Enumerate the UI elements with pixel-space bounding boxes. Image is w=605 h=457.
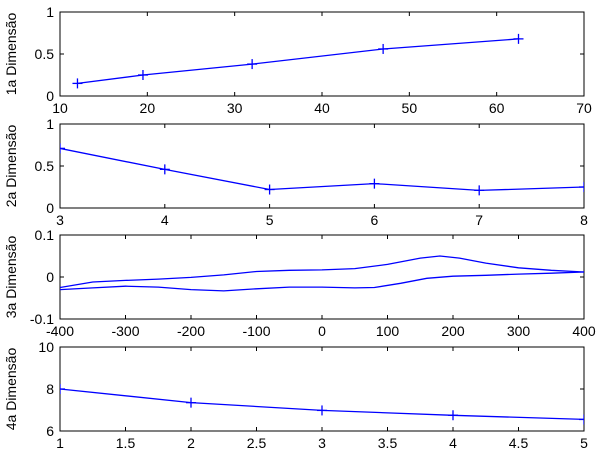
data-point-marker — [513, 33, 524, 44]
x-tick-label: 2.5 — [247, 435, 267, 451]
y-tick-label: 0 — [46, 269, 54, 285]
x-tick-label: 0 — [318, 323, 326, 339]
y-axis-label: 3a Dimensão — [3, 236, 19, 319]
y-axis-label: 1a Dimensão — [3, 13, 19, 96]
x-tick-label: 5 — [266, 212, 274, 228]
x-tick-label: 7 — [475, 212, 483, 228]
x-tick-label: -300 — [111, 323, 139, 339]
data-point-marker — [137, 70, 148, 80]
y-tick-label: 0 — [46, 200, 54, 216]
x-tick-label: 8 — [580, 212, 588, 228]
y-tick-label: 0.5 — [35, 46, 55, 62]
x-tick-label: 1 — [56, 435, 64, 451]
axes-frame — [59, 123, 585, 209]
data-point-marker — [579, 182, 584, 192]
data-point-marker — [448, 410, 458, 421]
y-tick-label: 1 — [46, 4, 54, 20]
y-tick-label: -0.1 — [30, 311, 54, 327]
subplot-2: 3 4 5 6 7 8 0 0.5 1 2a Dimensão — [3, 116, 588, 228]
x-tick-label: 3 — [318, 435, 326, 451]
x-tick-label: 3.5 — [378, 435, 398, 451]
data-point-marker — [60, 384, 65, 394]
y-tick-label: 1 — [46, 116, 54, 132]
axes-frame — [59, 11, 585, 97]
subplot-3: -400 -300 -200 -100 0 100 200 300 400 -0.1 0 0.1 3a … — [3, 227, 596, 339]
plot-area — [60, 255, 584, 292]
x-tick-label: 2 — [187, 435, 195, 451]
y-tick-label: 0.5 — [35, 158, 55, 174]
data-point-marker — [378, 43, 389, 54]
x-tick-label: 4 — [449, 435, 457, 451]
x-tick-label: -400 — [46, 323, 74, 339]
x-tick-label: -100 — [242, 323, 270, 339]
series-line-1 — [60, 255, 584, 289]
data-point-marker — [369, 178, 380, 189]
x-tick-label: 400 — [572, 323, 596, 339]
x-tick-label: 300 — [507, 323, 531, 339]
y-tick-label: 8 — [46, 381, 54, 397]
series-line-1 — [60, 147, 584, 192]
y-tick-label: 10 — [38, 339, 54, 355]
x-tick-label: 60 — [489, 100, 505, 116]
data-point-marker — [474, 185, 485, 196]
y-tick-label: 0.1 — [35, 227, 55, 243]
data-point-marker — [317, 405, 327, 416]
plot-area — [60, 143, 584, 196]
x-tick-label: 200 — [441, 323, 465, 339]
data-point-marker — [264, 184, 275, 195]
x-tick-label: 10 — [52, 100, 68, 116]
data-point-marker — [72, 78, 83, 89]
x-tick-label: 30 — [227, 100, 243, 116]
x-tick-label: 70 — [576, 100, 592, 116]
x-tick-label: -200 — [177, 323, 205, 339]
subplot-4: 1 1.5 2 2.5 3 3.5 4 4.5 5 6 8 10 4a Dimensão — [3, 339, 588, 451]
x-tick-label: 100 — [376, 323, 400, 339]
subplot-1: 10 20 30 40 50 60 70 0 0.5 1 1a Dimensão — [3, 4, 592, 116]
x-tick-label: 50 — [402, 100, 418, 116]
data-point-marker — [247, 59, 258, 70]
x-tick-label: 5 — [580, 435, 588, 451]
axes-frame — [59, 346, 585, 432]
y-axis-label: 2a Dimensão — [3, 125, 19, 208]
x-tick-label: 4.5 — [509, 435, 529, 451]
y-tick-label: 6 — [46, 423, 54, 439]
data-point-marker — [159, 164, 170, 175]
plot-area — [72, 33, 524, 89]
x-tick-label: 20 — [140, 100, 156, 116]
data-point-marker — [186, 397, 196, 408]
x-tick-label: 4 — [161, 212, 169, 228]
axes-frame — [59, 234, 585, 320]
y-tick-label: 0 — [46, 88, 54, 104]
x-tick-label: 6 — [371, 212, 379, 228]
series-line-2 — [60, 271, 584, 292]
data-point-marker — [579, 414, 584, 425]
y-axis-label: 4a Dimensão — [3, 348, 19, 431]
plot-area — [60, 384, 584, 425]
data-point-marker — [60, 143, 65, 154]
x-tick-label: 3 — [56, 212, 64, 228]
x-tick-label: 1.5 — [116, 435, 136, 451]
x-tick-label: 40 — [314, 100, 330, 116]
